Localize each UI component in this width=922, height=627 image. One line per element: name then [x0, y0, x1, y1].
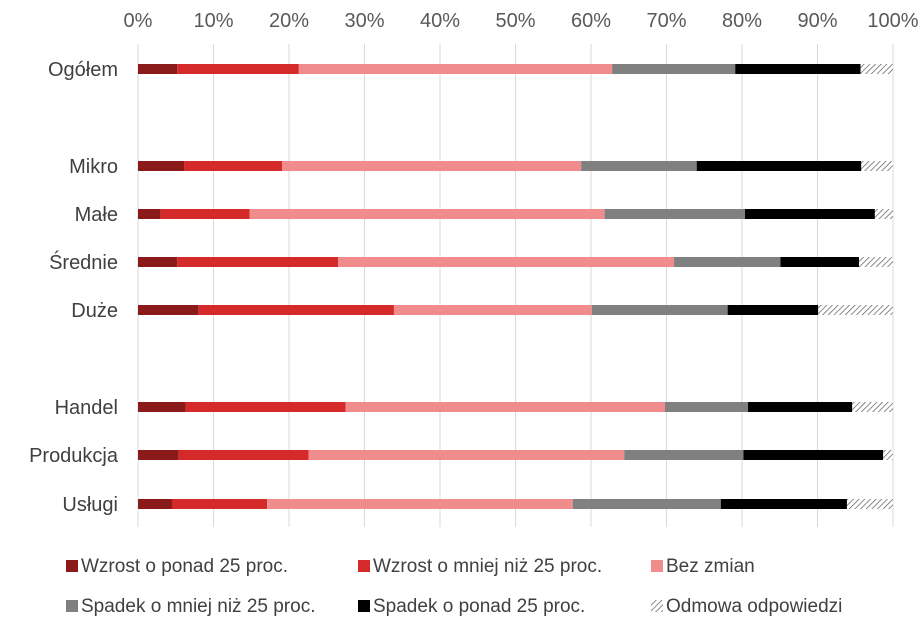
bar-segment: [720, 499, 847, 509]
legend-swatch: [651, 560, 663, 572]
category-label: Usługi: [62, 494, 118, 516]
bar-segment: [171, 499, 268, 509]
bar-segment: [883, 450, 893, 460]
bar-segment: [178, 450, 309, 460]
bar-segment: [852, 402, 893, 412]
legend-swatch: [358, 600, 370, 612]
bar-segment: [298, 64, 613, 74]
category-labels: Ogółem Mikro Małe Średnie Duże Handel Produkcj…: [29, 59, 119, 516]
x-tick-label: 20%: [269, 10, 309, 32]
bar-segment: [735, 64, 861, 74]
gridlines: [137, 44, 894, 527]
bar-segment: [674, 257, 781, 267]
legend-swatch: [66, 560, 78, 572]
legend-label: Spadek o ponad 25 proc.: [373, 596, 585, 617]
bar-segment: [345, 402, 665, 412]
x-tick-label: 30%: [344, 10, 384, 32]
bar-segment: [743, 450, 884, 460]
legend-label: Odmowa odpowiedzi: [666, 596, 842, 617]
bar-segment: [581, 161, 697, 171]
legend: Wzrost o ponad 25 proc. Wzrost o mniej ni…: [66, 556, 842, 617]
bar-segment: [727, 305, 819, 315]
bar-segment: [591, 305, 728, 315]
category-label: Średnie: [49, 250, 118, 274]
bar-segment: [138, 402, 186, 412]
bar-segment: [860, 64, 893, 74]
category-label: Ogółem: [48, 59, 118, 81]
bar-segment: [604, 209, 746, 219]
legend-swatch: [66, 600, 78, 612]
x-tick-label: 0%: [124, 10, 153, 32]
legend-swatch: [651, 600, 663, 612]
bar-segment: [748, 402, 853, 412]
category-label: Handel: [55, 397, 118, 419]
bar-segment: [198, 305, 394, 315]
bar-segment: [138, 64, 178, 74]
bar-segment: [138, 499, 172, 509]
bar-segment: [861, 161, 893, 171]
x-tick-label: 80%: [722, 10, 762, 32]
legend-label: Spadek o mniej niż 25 proc.: [81, 596, 315, 617]
bar-segment: [612, 64, 736, 74]
bar-segment: [624, 450, 744, 460]
bar-segment: [282, 161, 582, 171]
bar-segment: [874, 209, 893, 219]
category-label: Mikro: [69, 156, 118, 178]
category-label: Duże: [71, 300, 118, 322]
bar-segment: [308, 450, 625, 460]
legend-swatch: [358, 560, 370, 572]
bar-segment: [572, 499, 721, 509]
x-tick-label: 50%: [495, 10, 535, 32]
x-tick-label: 10%: [193, 10, 233, 32]
bar-segment: [177, 257, 339, 267]
x-tick-label: 100%: [867, 10, 918, 32]
bar-segment: [138, 161, 185, 171]
bar-segment: [780, 257, 860, 267]
bar-segment: [160, 209, 250, 219]
x-tick-label: 90%: [797, 10, 837, 32]
category-label: Małe: [75, 204, 118, 226]
legend-label: Bez zmian: [666, 556, 755, 577]
category-label: Produkcja: [29, 445, 119, 467]
bar-segment: [846, 499, 893, 509]
bars: [138, 64, 893, 509]
bar-segment: [818, 305, 893, 315]
bar-segment: [184, 161, 283, 171]
bar-segment: [338, 257, 675, 267]
legend-label: Wzrost o ponad 25 proc.: [81, 556, 288, 577]
x-axis-tick-labels: 0% 10% 20% 30% 40% 50% 60% 70% 80% 90% 100%: [124, 10, 919, 32]
bar-segment: [185, 402, 346, 412]
x-tick-label: 60%: [571, 10, 611, 32]
legend-label: Wzrost o mniej niż 25 proc.: [373, 556, 602, 577]
bar-segment: [664, 402, 749, 412]
bar-segment: [267, 499, 573, 509]
bar-segment: [138, 257, 178, 267]
bar-segment: [696, 161, 862, 171]
bar-segment: [249, 209, 605, 219]
bar-segment: [138, 305, 199, 315]
bar-segment: [177, 64, 299, 74]
bar-segment: [138, 209, 161, 219]
bar-segment: [859, 257, 893, 267]
bar-segment: [393, 305, 592, 315]
bar-segment: [138, 450, 179, 460]
bar-segment: [745, 209, 875, 219]
x-tick-label: 70%: [646, 10, 686, 32]
x-tick-label: 40%: [420, 10, 460, 32]
